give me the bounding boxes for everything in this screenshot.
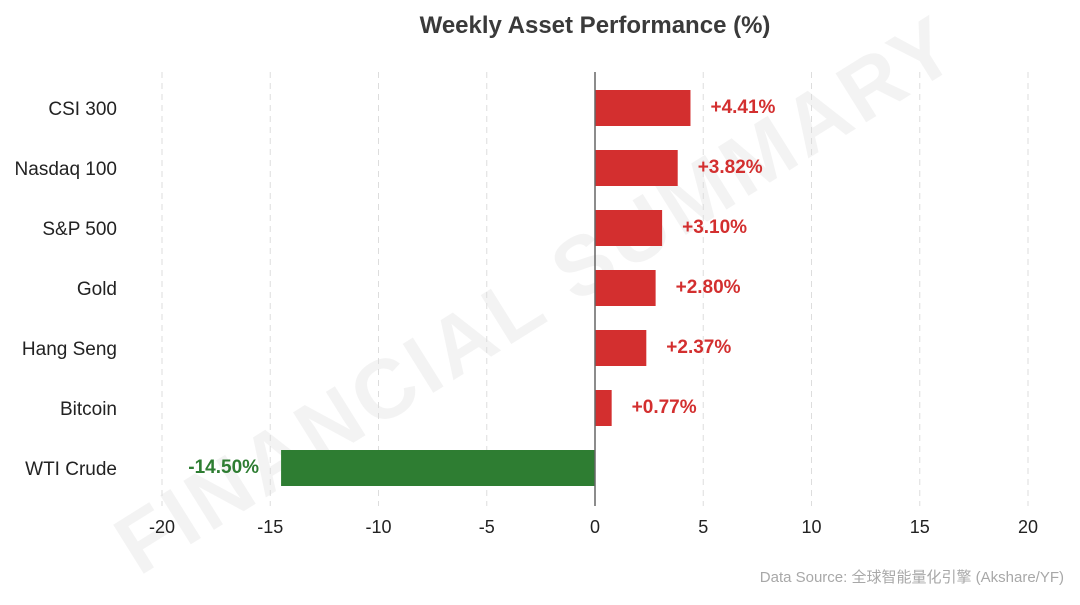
value-labels: +4.41% +3.82% +3.10% +2.80% +2.37% +0.77% -14.… bbox=[188, 97, 775, 478]
x-tick-label: 15 bbox=[910, 517, 930, 537]
bar-gold bbox=[595, 270, 656, 306]
x-tick-label: -10 bbox=[365, 517, 391, 537]
x-tick-labels: -20 -15 -10 -5 0 5 10 15 20 bbox=[149, 517, 1038, 537]
watermark: FINANCIAL SUMMARY bbox=[99, 0, 974, 592]
x-tick-label: 5 bbox=[698, 517, 708, 537]
category-label: WTI Crude bbox=[25, 459, 117, 480]
watermark-text: FINANCIAL SUMMARY bbox=[99, 0, 974, 592]
chart-title: Weekly Asset Performance (%) bbox=[420, 12, 771, 39]
bar-nasdaq-100 bbox=[595, 150, 678, 186]
category-label: S&P 500 bbox=[42, 219, 117, 240]
data-label: -14.50% bbox=[188, 457, 259, 478]
x-tick-label: -20 bbox=[149, 517, 175, 537]
category-label: Nasdaq 100 bbox=[15, 159, 117, 180]
category-label: Gold bbox=[77, 279, 117, 300]
data-label: +2.37% bbox=[666, 337, 731, 358]
category-label: Hang Seng bbox=[22, 339, 117, 360]
bars bbox=[281, 90, 691, 486]
category-label: CSI 300 bbox=[48, 99, 117, 120]
bar-csi-300 bbox=[595, 90, 691, 126]
data-label: +0.77% bbox=[632, 397, 697, 418]
bar-bitcoin bbox=[595, 390, 612, 426]
data-source-note: Data Source: 全球智能量化引擎 (Akshare/YF) bbox=[760, 568, 1064, 586]
bar-wti-crude bbox=[281, 450, 595, 486]
x-tick-label: 10 bbox=[801, 517, 821, 537]
x-tick-label: -15 bbox=[257, 517, 283, 537]
category-label: Bitcoin bbox=[60, 399, 117, 420]
bar-s-p-500 bbox=[595, 210, 663, 246]
bar-hang-seng bbox=[595, 330, 647, 366]
x-tick-label: 0 bbox=[590, 517, 600, 537]
x-tick-label: 20 bbox=[1018, 517, 1038, 537]
data-label: +3.10% bbox=[682, 217, 747, 238]
category-labels: CSI 300 Nasdaq 100 S&P 500 Gold Hang Seng Bit… bbox=[15, 99, 117, 480]
data-label: +3.82% bbox=[698, 157, 763, 178]
x-tick-label: -5 bbox=[479, 517, 495, 537]
data-label: +4.41% bbox=[710, 97, 775, 118]
data-label: +2.80% bbox=[676, 277, 741, 298]
